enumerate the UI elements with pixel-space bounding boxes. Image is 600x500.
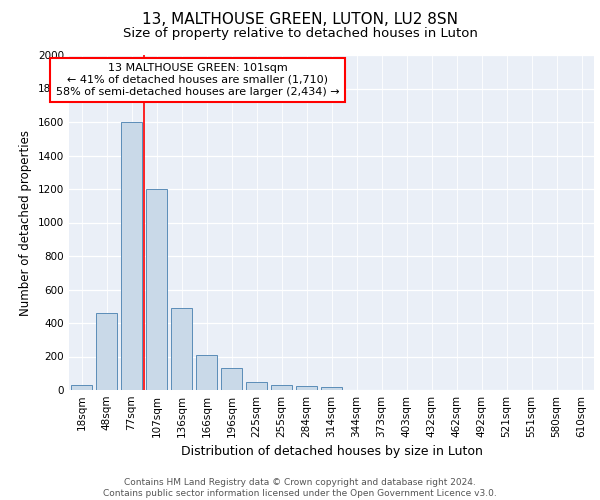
Bar [96, 313, 117, 390]
Bar [196, 355, 217, 390]
Bar [146, 189, 167, 390]
X-axis label: Distribution of detached houses by size in Luton: Distribution of detached houses by size … [181, 446, 482, 458]
Bar [296, 386, 317, 390]
Bar [321, 388, 342, 390]
Bar [246, 382, 267, 390]
Bar [271, 385, 292, 390]
Y-axis label: Number of detached properties: Number of detached properties [19, 130, 32, 316]
Bar [121, 122, 142, 390]
Text: Contains HM Land Registry data © Crown copyright and database right 2024.
Contai: Contains HM Land Registry data © Crown c… [103, 478, 497, 498]
Text: 13 MALTHOUSE GREEN: 101sqm
← 41% of detached houses are smaller (1,710)
58% of s: 13 MALTHOUSE GREEN: 101sqm ← 41% of deta… [56, 64, 340, 96]
Bar [171, 308, 192, 390]
Text: 13, MALTHOUSE GREEN, LUTON, LU2 8SN: 13, MALTHOUSE GREEN, LUTON, LU2 8SN [142, 12, 458, 28]
Bar [71, 385, 92, 390]
Bar [221, 368, 242, 390]
Text: Size of property relative to detached houses in Luton: Size of property relative to detached ho… [122, 28, 478, 40]
